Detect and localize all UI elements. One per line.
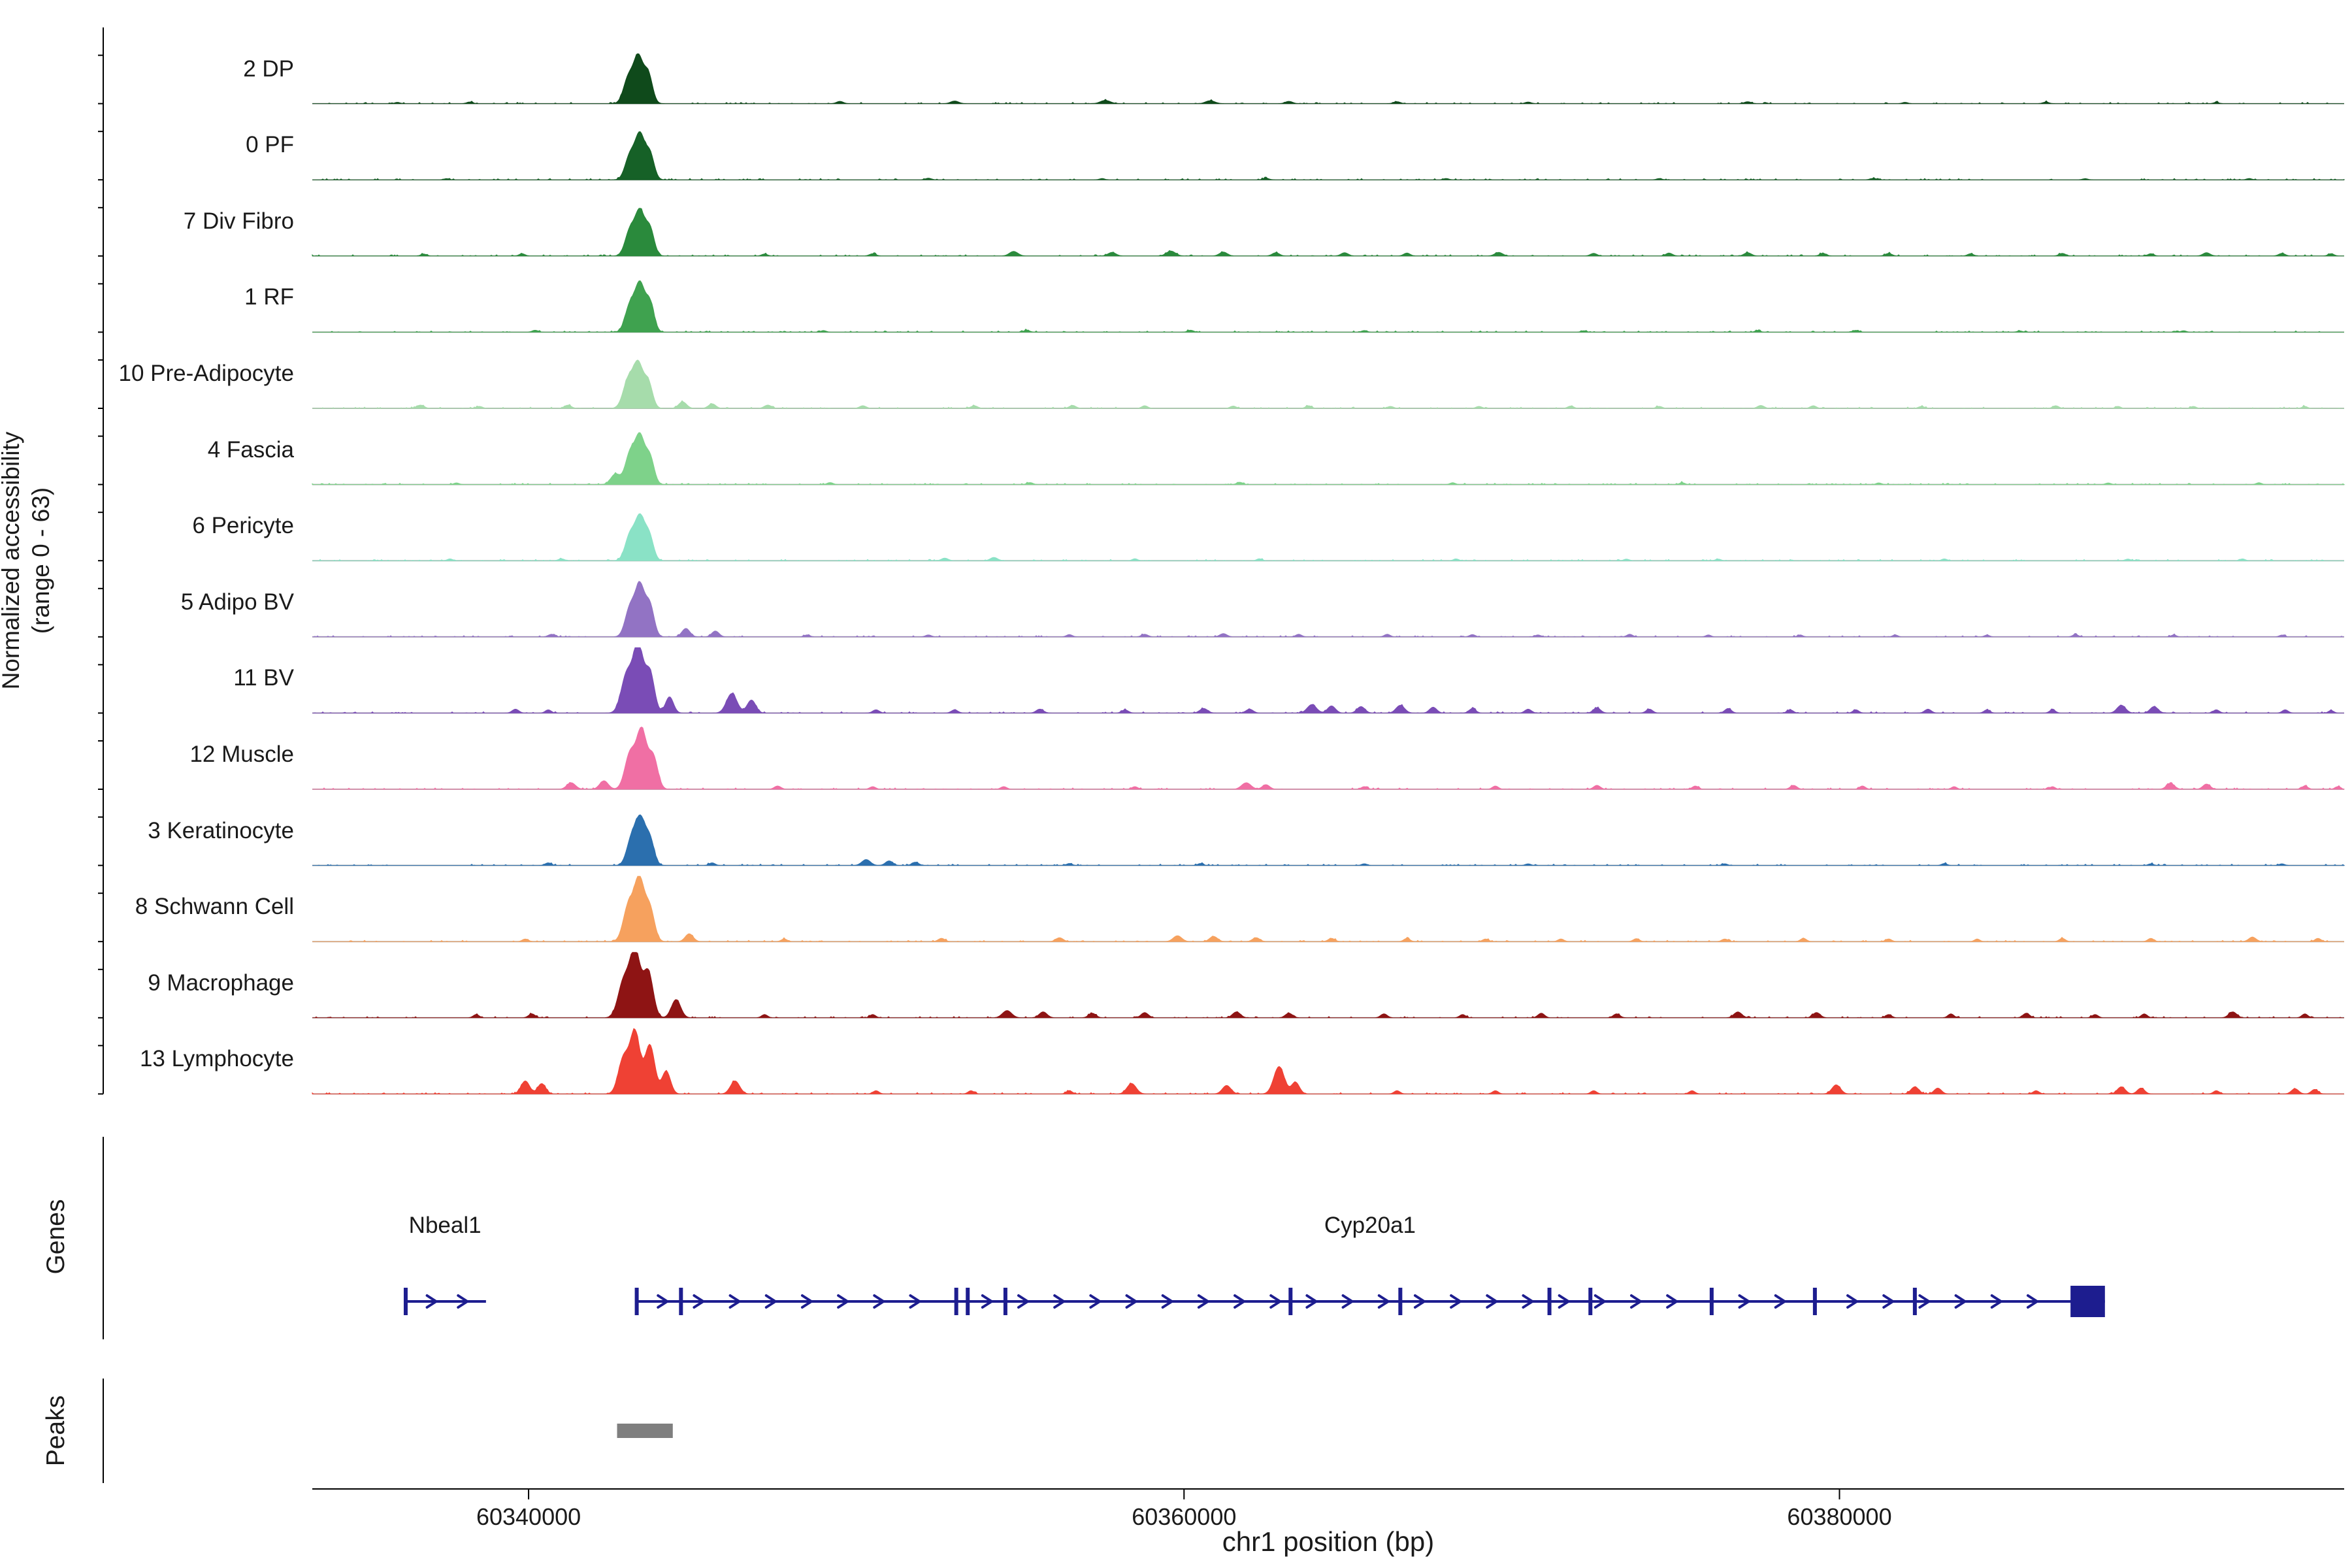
strand-arrow — [800, 1294, 813, 1309]
strand-arrow — [1882, 1294, 1895, 1309]
track-label: 2 DP — [243, 56, 294, 82]
strand-arrow — [1522, 1294, 1534, 1309]
track-label: 9 Macrophage — [148, 970, 294, 996]
signal-track-13-lymphocyte — [312, 1028, 2344, 1095]
strand-arrow — [2026, 1294, 2038, 1309]
strand-arrow — [909, 1294, 921, 1309]
signal-track-10-pre-adipocyte — [312, 359, 2344, 409]
track-label: 7 Div Fibro — [183, 208, 294, 234]
strand-arrow — [1593, 1294, 1606, 1309]
strand-arrow — [1053, 1294, 1066, 1309]
strand-arrow — [457, 1294, 469, 1309]
strand-arrow — [1558, 1294, 1570, 1309]
strand-arrow — [837, 1294, 849, 1309]
peak-region — [617, 1424, 673, 1438]
strand-arrow — [657, 1294, 669, 1309]
genes-section-label: Genes — [42, 1199, 70, 1275]
strand-arrow — [1197, 1294, 1209, 1309]
track-label: 5 Adipo BV — [180, 589, 294, 615]
strand-arrow — [1486, 1294, 1498, 1309]
gene-name-Cyp20a1: Cyp20a1 — [1324, 1213, 1416, 1238]
strand-arrow — [981, 1294, 993, 1309]
strand-arrow — [1125, 1294, 1137, 1309]
strand-arrow — [728, 1294, 741, 1309]
signal-track-12-muscle — [312, 727, 2345, 790]
strand-arrow — [1738, 1294, 1750, 1309]
strand-arrow — [1269, 1294, 1282, 1309]
track-label: 8 Schwann Cell — [135, 894, 294, 920]
signal-track-7-div-fibro — [312, 208, 2344, 257]
track-label: 3 Keratinocyte — [148, 817, 294, 843]
signal-track-11-bv — [312, 647, 2344, 714]
signal-track-3-keratinocyte — [312, 814, 2345, 866]
strand-arrow — [1774, 1294, 1786, 1309]
strand-arrow — [425, 1294, 438, 1309]
signal-track-4-fascia — [312, 432, 2345, 485]
signal-track-0-pf — [312, 131, 2345, 180]
track-label: 1 RF — [244, 284, 294, 310]
strand-arrow — [1413, 1294, 1426, 1309]
strand-arrow — [1666, 1294, 1678, 1309]
strand-arrow — [1846, 1294, 1859, 1309]
gene-name-Nbeal1: Nbeal1 — [408, 1213, 482, 1238]
signal-track-1-rf — [312, 280, 2344, 333]
strand-arrow — [1918, 1294, 1931, 1309]
track-label: 0 PF — [246, 132, 294, 158]
x-axis-title: chr1 position (bp) — [1222, 1526, 1435, 1557]
x-tick-label: 60360000 — [1132, 1503, 1237, 1530]
strand-arrow — [764, 1294, 777, 1309]
track-label: 12 Muscle — [189, 742, 294, 767]
signal-track-5-adipo-bv — [312, 581, 2344, 638]
signal-track-6-pericyte — [312, 513, 2344, 561]
track-label: 11 BV — [233, 665, 294, 691]
strand-arrow — [1450, 1294, 1462, 1309]
strand-arrow — [1377, 1294, 1390, 1309]
strand-arrow — [1341, 1294, 1354, 1309]
exon-box — [2070, 1286, 2105, 1317]
strand-arrow — [1161, 1294, 1173, 1309]
strand-arrow — [1990, 1294, 2002, 1309]
track-label: 10 Pre-Adipocyte — [118, 361, 294, 386]
x-tick-label: 60380000 — [1787, 1503, 1892, 1530]
strand-arrow — [1017, 1294, 1030, 1309]
signal-track-2-dp — [312, 53, 2344, 105]
strand-arrow — [1954, 1294, 1967, 1309]
track-label: 4 Fascia — [207, 436, 294, 463]
x-tick-label: 60340000 — [476, 1503, 581, 1530]
signal-track-9-macrophage — [312, 952, 2344, 1019]
peaks-section-label: Peaks — [42, 1395, 70, 1467]
track-label: 6 Pericyte — [192, 513, 294, 539]
strand-arrow — [1630, 1294, 1642, 1309]
signal-track-8-schwann-cell — [312, 875, 2344, 942]
strand-arrow — [693, 1294, 705, 1309]
strand-arrow — [873, 1294, 885, 1309]
track-label: 13 Lymphocyte — [139, 1046, 294, 1072]
strand-arrow — [1233, 1294, 1246, 1309]
strand-arrow — [1089, 1294, 1102, 1309]
strand-arrow — [1305, 1294, 1318, 1309]
